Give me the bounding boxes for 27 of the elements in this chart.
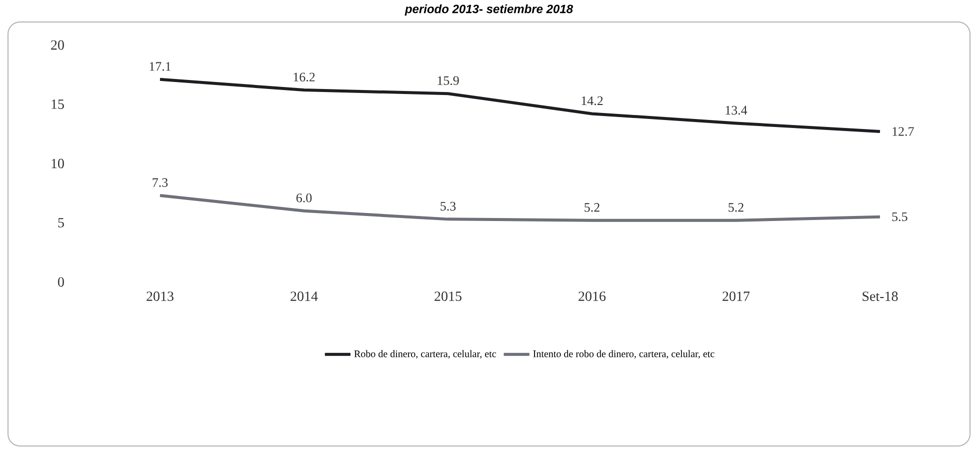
- x-tick-label: Set-18: [862, 292, 898, 301]
- x-tick-label: 2015: [434, 292, 462, 301]
- x-tick-label: 2016: [578, 292, 606, 301]
- x-tick-label: 2017: [722, 292, 750, 301]
- data-label: 15.9: [438, 76, 459, 86]
- data-label: 5.3: [440, 202, 456, 211]
- chart-title: periodo 2013- setiembre 2018: [404, 4, 573, 16]
- data-label: 13.4: [726, 106, 748, 115]
- data-label: 5.2: [584, 203, 600, 212]
- y-tick-label: 5: [58, 218, 64, 228]
- data-label: 16.2: [294, 72, 315, 82]
- legend-label: Intento de robo de dinero, cartera, celular, etc: [533, 350, 714, 359]
- data-label: 5.5: [892, 212, 908, 222]
- data-label: 6.0: [296, 194, 312, 202]
- data-label: 14.2: [582, 96, 603, 106]
- x-tick-label: 2014: [290, 292, 318, 301]
- data-label: 17.1: [150, 62, 171, 71]
- data-label: 12.7: [892, 127, 914, 136]
- y-tick-label: 15: [52, 100, 64, 109]
- line-series: [158, 194, 882, 222]
- x-tick-label: 2013: [146, 292, 174, 301]
- data-label: 5.2: [728, 203, 744, 212]
- data-label: 7.3: [152, 178, 168, 187]
- y-tick-label: 0: [58, 277, 64, 287]
- y-tick-label: 20: [51, 40, 64, 50]
- legend-label: Robo de dinero, cartera, celular, etc: [354, 350, 496, 359]
- y-tick-label: 10: [52, 158, 64, 168]
